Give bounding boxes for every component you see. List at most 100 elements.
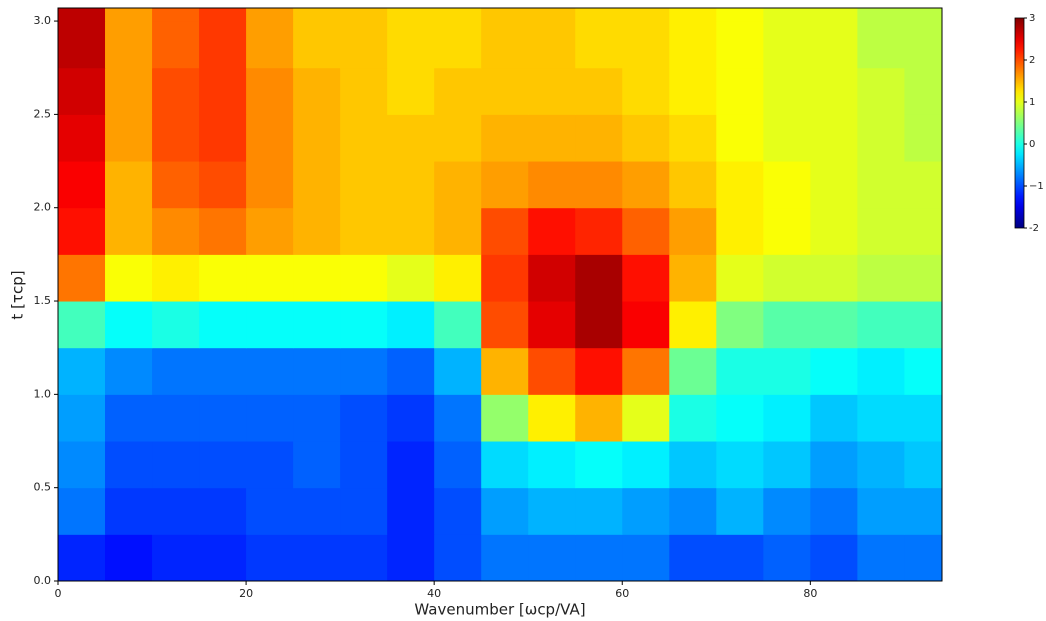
- heatmap-cell: [199, 394, 247, 442]
- x-tick-label: 0: [55, 587, 62, 600]
- heatmap-cell: [340, 254, 388, 302]
- heatmap-cell: [716, 394, 764, 442]
- heatmap-cell: [810, 394, 858, 442]
- heatmap-cell: [434, 441, 482, 489]
- heatmap-cell: [58, 114, 106, 162]
- heatmap-cell: [810, 207, 858, 255]
- heatmap-cell: [481, 347, 529, 395]
- heatmap-cell: [528, 347, 576, 395]
- heatmap-cell: [528, 487, 576, 535]
- heatmap-cell: [528, 114, 576, 162]
- heatmap-cell: [246, 254, 294, 302]
- heatmap-cell: [481, 534, 529, 582]
- heatmap-cell: [622, 301, 670, 349]
- heatmap-cell: [669, 254, 717, 302]
- colorbar-tick-label: 3: [1029, 13, 1035, 24]
- heatmap-cell: [199, 487, 247, 535]
- y-tick-label: 1.5: [34, 294, 52, 307]
- heatmap-cell: [481, 67, 529, 115]
- heatmap-cell: [904, 8, 943, 22]
- heatmap-cell: [387, 207, 435, 255]
- heatmap-cell: [810, 254, 858, 302]
- heatmap-cell: [434, 394, 482, 442]
- heatmap-cell: [434, 254, 482, 302]
- heatmap-cell: [528, 8, 576, 22]
- heatmap-cell: [669, 394, 717, 442]
- heatmap-cell: [58, 67, 106, 115]
- heatmap-cell: [387, 161, 435, 209]
- heatmap-cell: [293, 394, 341, 442]
- heatmap-cell: [716, 207, 764, 255]
- heatmap-cell: [199, 21, 247, 69]
- heatmap-cell: [716, 161, 764, 209]
- heatmap-cell: [857, 67, 905, 115]
- heatmap-cell: [857, 394, 905, 442]
- heatmap-cell: [246, 534, 294, 582]
- heatmap-cell: [58, 301, 106, 349]
- heatmap-cell: [152, 161, 200, 209]
- heatmap-cell: [528, 441, 576, 489]
- heatmap-cell: [58, 441, 106, 489]
- heatmap-cell: [716, 21, 764, 69]
- heatmap-cell: [575, 394, 623, 442]
- heatmap-cell: [622, 114, 670, 162]
- heatmap-cell: [387, 394, 435, 442]
- colorbar-tick-label: -2: [1029, 223, 1039, 234]
- heatmap-cell: [716, 114, 764, 162]
- heatmap-cell: [246, 487, 294, 535]
- heatmap-cell: [434, 301, 482, 349]
- y-axis-label: t [τcp]: [9, 270, 27, 319]
- heatmap-cell: [434, 534, 482, 582]
- heatmap-cell: [105, 67, 153, 115]
- heatmap-cell: [528, 207, 576, 255]
- heatmap-cell: [904, 394, 943, 442]
- y-tick-label: 0.0: [34, 574, 52, 587]
- heatmap-cell: [763, 394, 811, 442]
- heatmap-cell: [575, 441, 623, 489]
- heatmap-cell: [622, 534, 670, 582]
- heatmap-cell: [528, 301, 576, 349]
- heatmap-cell: [622, 207, 670, 255]
- heatmap-cell: [575, 487, 623, 535]
- heatmap-cell: [105, 8, 153, 22]
- heatmap-cell: [246, 301, 294, 349]
- heatmap-cell: [199, 534, 247, 582]
- heatmap-cell: [857, 21, 905, 69]
- heatmap-cell: [434, 161, 482, 209]
- x-tick-label: 80: [803, 587, 817, 600]
- heatmap-cell: [575, 534, 623, 582]
- heatmap-cell: [481, 207, 529, 255]
- heatmap-cell: [481, 21, 529, 69]
- heatmap-cell: [199, 161, 247, 209]
- heatmap-cell: [340, 114, 388, 162]
- heatmap-cell: [622, 161, 670, 209]
- heatmap-cell: [434, 347, 482, 395]
- heatmap-cell: [716, 67, 764, 115]
- heatmap-cell: [246, 67, 294, 115]
- colorbar-tick-label: −1: [1029, 181, 1044, 192]
- heatmap-cell: [105, 21, 153, 69]
- heatmap-cell: [340, 487, 388, 535]
- heatmap-cell: [810, 21, 858, 69]
- heatmap-cell: [763, 114, 811, 162]
- heatmap-cell: [669, 21, 717, 69]
- heatmap-cell: [152, 441, 200, 489]
- heatmap-cell: [105, 161, 153, 209]
- heatmap-cell: [199, 441, 247, 489]
- heatmap-cell: [669, 8, 717, 22]
- heatmap-cell: [387, 114, 435, 162]
- heatmap-cell: [246, 114, 294, 162]
- heatmap-cell: [575, 8, 623, 22]
- heatmap-cell: [199, 114, 247, 162]
- heatmap-cell: [575, 161, 623, 209]
- heatmap-cell: [810, 301, 858, 349]
- heatmap-cell: [622, 254, 670, 302]
- heatmap-cell: [293, 347, 341, 395]
- plot-frame: [57, 7, 943, 582]
- heatmap-cell: [481, 487, 529, 535]
- heatmap-cell: [669, 441, 717, 489]
- heatmap-cell: [716, 441, 764, 489]
- heatmap-cell: [575, 21, 623, 69]
- colorbar-tick-label: 0: [1029, 139, 1035, 150]
